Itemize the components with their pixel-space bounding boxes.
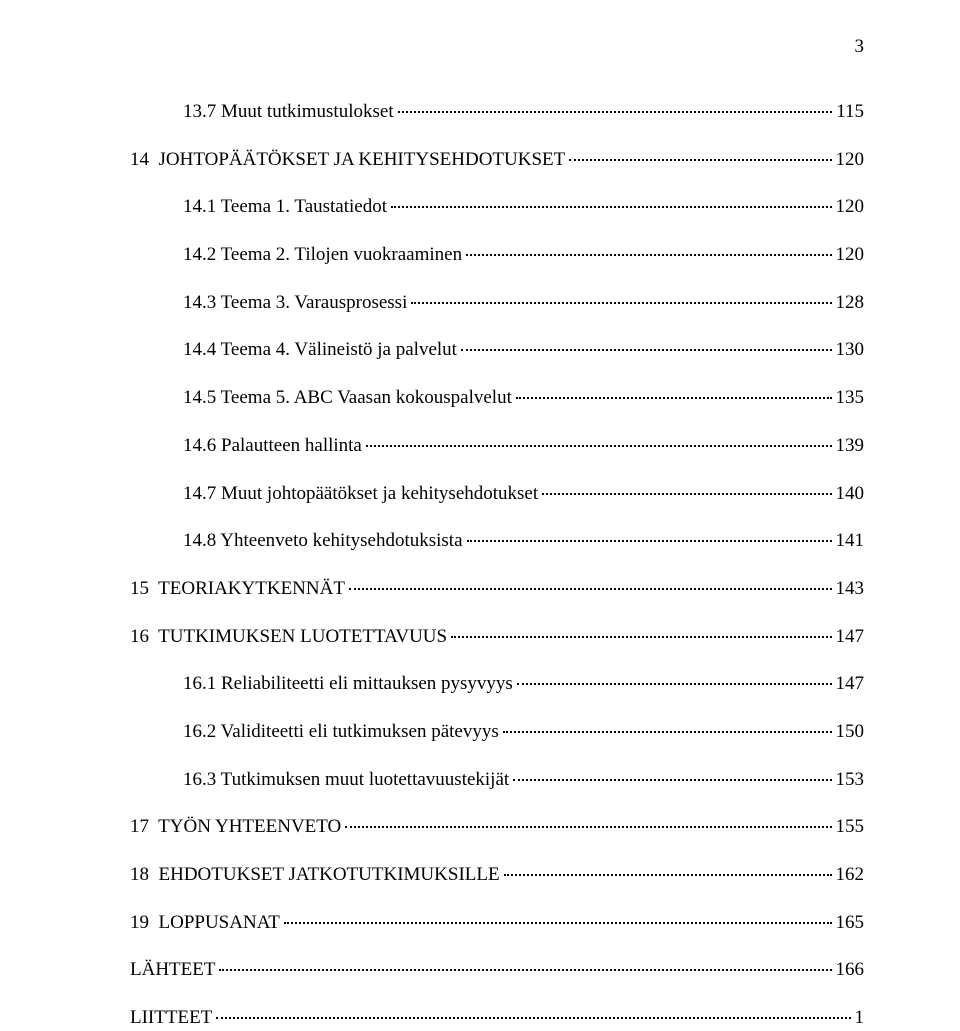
toc-entry-page: 147 bbox=[836, 672, 865, 697]
toc-entry: 13.7 Muut tutkimustulokset 115 bbox=[130, 100, 864, 125]
toc-leader-dots bbox=[461, 349, 832, 351]
toc-entry: 16.3 Tutkimuksen muut luotettavuustekijä… bbox=[130, 768, 864, 793]
toc-entry-label: 14.8 Yhteenveto kehitysehdotuksista bbox=[164, 529, 463, 554]
toc-entry: 14.7 Muut johtopäätökset ja kehitysehdot… bbox=[130, 482, 864, 507]
toc-leader-dots bbox=[349, 588, 832, 590]
toc-entry: 14.8 Yhteenveto kehitysehdotuksista 141 bbox=[130, 529, 864, 554]
toc-entry-label: 18 EHDOTUKSET JATKOTUTKIMUKSILLE bbox=[130, 863, 500, 888]
toc-entry-page: 141 bbox=[836, 529, 865, 554]
toc-entry-page: 128 bbox=[836, 291, 865, 316]
toc-entry-page: 150 bbox=[836, 720, 865, 745]
toc-entry: 14.3 Teema 3. Varausprosessi 128 bbox=[130, 291, 864, 316]
toc-entry-label: 16.1 Reliabiliteetti eli mittauksen pysy… bbox=[164, 672, 513, 697]
toc-entry-label: LIITTEET bbox=[130, 1006, 212, 1031]
toc-entry-label: 14 JOHTOPÄÄTÖKSET JA KEHITYSEHDOTUKSET bbox=[130, 148, 565, 173]
toc-leader-dots bbox=[345, 826, 831, 828]
toc-entry-page: 153 bbox=[836, 768, 865, 793]
toc-leader-dots bbox=[503, 731, 832, 733]
toc-entry: 14.5 Teema 5. ABC Vaasan kokouspalvelut … bbox=[130, 386, 864, 411]
toc-leader-dots bbox=[504, 874, 832, 876]
toc-entry-label: 19 LOPPUSANAT bbox=[130, 911, 280, 936]
page-number: 3 bbox=[855, 36, 865, 58]
toc-leader-dots bbox=[391, 206, 831, 208]
toc-entry-label: LÄHTEET bbox=[130, 958, 215, 983]
toc-leader-dots bbox=[542, 493, 831, 495]
toc-leader-dots bbox=[451, 636, 831, 638]
toc-entry-label: 16.3 Tutkimuksen muut luotettavuustekijä… bbox=[164, 768, 509, 793]
toc-entry-page: 155 bbox=[836, 815, 865, 840]
toc-entry-page: 120 bbox=[836, 148, 865, 173]
toc-entry-page: 140 bbox=[836, 482, 865, 507]
toc-entry-page: 135 bbox=[836, 386, 865, 411]
toc-entry-label: 14.4 Teema 4. Välineistö ja palvelut bbox=[164, 338, 457, 363]
toc-entry-label: 15 TEORIAKYTKENNÄT bbox=[130, 577, 345, 602]
toc-entry-page: 139 bbox=[836, 434, 865, 459]
toc-entry-label: 16.2 Validiteetti eli tutkimuksen pätevy… bbox=[164, 720, 499, 745]
toc-leader-dots bbox=[284, 922, 832, 924]
toc-entry: LIITTEET 1 bbox=[130, 1006, 864, 1031]
toc-leader-dots bbox=[517, 683, 832, 685]
toc-entry: 19 LOPPUSANAT 165 bbox=[130, 911, 864, 936]
toc-entry-page: 120 bbox=[836, 195, 865, 220]
toc-entry: 18 EHDOTUKSET JATKOTUTKIMUKSILLE 162 bbox=[130, 863, 864, 888]
toc-leader-dots bbox=[366, 445, 832, 447]
toc-entry: 16.1 Reliabiliteetti eli mittauksen pysy… bbox=[130, 672, 864, 697]
toc-entry-page: 162 bbox=[836, 863, 865, 888]
toc-entry-label: 14.3 Teema 3. Varausprosessi bbox=[164, 291, 407, 316]
toc-entry-label: 14.5 Teema 5. ABC Vaasan kokouspalvelut bbox=[164, 386, 512, 411]
toc-entry-page: 120 bbox=[836, 243, 865, 268]
toc-entry: 16 TUTKIMUKSEN LUOTETTAVUUS 147 bbox=[130, 625, 864, 650]
toc-entry-label: 14.1 Teema 1. Taustatiedot bbox=[164, 195, 387, 220]
toc-leader-dots bbox=[467, 540, 832, 542]
toc-entry-label: 13.7 Muut tutkimustulokset bbox=[164, 100, 394, 125]
toc-entry-page: 115 bbox=[836, 100, 864, 125]
toc-entry-page: 143 bbox=[836, 577, 865, 602]
toc-entry-page: 1 bbox=[855, 1006, 865, 1031]
toc-entry: LÄHTEET 166 bbox=[130, 958, 864, 983]
toc-entry-label: 16 TUTKIMUKSEN LUOTETTAVUUS bbox=[130, 625, 447, 650]
toc-entry: 14.2 Teema 2. Tilojen vuokraaminen 120 bbox=[130, 243, 864, 268]
toc-entry: 14.1 Teema 1. Taustatiedot 120 bbox=[130, 195, 864, 220]
toc-entry-label: 14.7 Muut johtopäätökset ja kehitysehdot… bbox=[164, 482, 538, 507]
toc-entry-page: 166 bbox=[836, 958, 865, 983]
toc-entry: 14.6 Palautteen hallinta 139 bbox=[130, 434, 864, 459]
toc-entry: 15 TEORIAKYTKENNÄT 143 bbox=[130, 577, 864, 602]
toc-leader-dots bbox=[569, 159, 831, 161]
toc-leader-dots bbox=[219, 969, 831, 971]
toc-entry-label: 14.6 Palautteen hallinta bbox=[164, 434, 362, 459]
toc-leader-dots bbox=[513, 779, 831, 781]
table-of-contents: 13.7 Muut tutkimustulokset 115 14 JOHTOPÄ… bbox=[130, 100, 864, 1031]
toc-leader-dots bbox=[398, 111, 833, 113]
toc-entry-label: 17 TYÖN YHTEENVETO bbox=[130, 815, 341, 840]
toc-leader-dots bbox=[466, 254, 831, 256]
toc-leader-dots bbox=[216, 1017, 850, 1019]
toc-entry-page: 147 bbox=[836, 625, 865, 650]
toc-entry: 16.2 Validiteetti eli tutkimuksen pätevy… bbox=[130, 720, 864, 745]
toc-leader-dots bbox=[516, 397, 832, 399]
toc-entry: 14.4 Teema 4. Välineistö ja palvelut 130 bbox=[130, 338, 864, 363]
toc-entry-page: 165 bbox=[836, 911, 865, 936]
toc-entry-label: 14.2 Teema 2. Tilojen vuokraaminen bbox=[164, 243, 462, 268]
toc-entry: 14 JOHTOPÄÄTÖKSET JA KEHITYSEHDOTUKSET 1… bbox=[130, 148, 864, 173]
toc-entry-page: 130 bbox=[836, 338, 865, 363]
toc-leader-dots bbox=[411, 302, 831, 304]
toc-entry: 17 TYÖN YHTEENVETO 155 bbox=[130, 815, 864, 840]
